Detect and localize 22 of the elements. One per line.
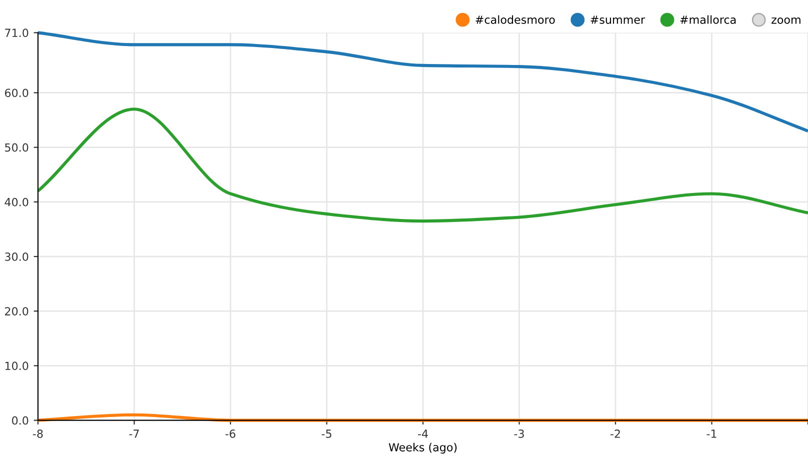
x-tick-label: -6 (225, 430, 236, 438)
x-axis-title: Weeks (ago) (388, 442, 457, 454)
y-tick-label: 0.0 (12, 416, 28, 425)
y-tick-label: 10.0 (5, 362, 28, 370)
x-tick-label: -4 (418, 430, 428, 438)
text: zoom (772, 17, 800, 24)
x-tick-label: -7 (129, 430, 139, 438)
legend-label: #calodesmoro (476, 15, 555, 24)
y-tick-label: 30.0 (5, 252, 28, 261)
y-tick-label: 71.0 (5, 28, 28, 38)
y-tick-label: 40.0 (4, 198, 28, 206)
x-tick-label: -3 (514, 430, 524, 438)
x-tick-label: -8 (32, 430, 43, 438)
y-tick-label: 20.0 (5, 307, 28, 316)
x-tick-label: -1 (706, 430, 716, 438)
x-tick-label: -5 (322, 430, 332, 438)
x-tick-label: -2 (610, 430, 620, 438)
y-tick-label: 60.0 (4, 88, 28, 98)
y-tick-label: 50.0 (5, 143, 28, 152)
legend-label: #summer (590, 16, 646, 24)
legend-label: #mallorca (680, 15, 736, 24)
line-series (36, 108, 808, 223)
